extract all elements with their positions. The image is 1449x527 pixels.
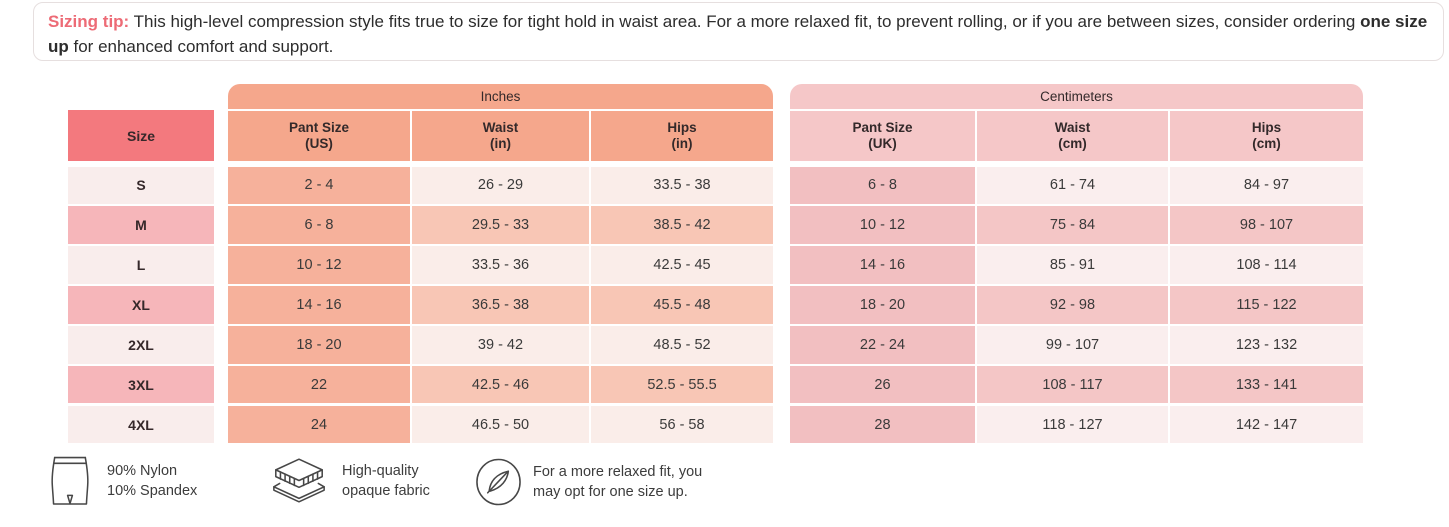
table-cell: 38.5 - 42 [591, 206, 773, 244]
fabric-icon [273, 458, 325, 503]
feature-line: 90% Nylon [107, 463, 178, 479]
sizing-tip-text-end: for enhanced comfort and support. [68, 37, 334, 56]
sizing-tip-box: Sizing tip: This high-level compression … [33, 2, 1444, 61]
col-header-unit: (US) [305, 136, 333, 151]
table-cell: 29.5 - 33 [412, 206, 589, 244]
size-column: Size S M L XL 2XL 3XL 4XL [68, 110, 214, 444]
table-cell: 18 - 20 [790, 286, 975, 324]
table-cell: 10 - 12 [228, 246, 410, 284]
size-column-header: Size [68, 110, 214, 161]
feature-material: 90% Nylon 10% Spandex [48, 455, 197, 507]
col-header-label: Pant Size [288, 120, 350, 135]
col-header-unit: (cm) [1058, 136, 1087, 151]
size-label-l: L [68, 246, 214, 284]
table-cell: 39 - 42 [412, 326, 589, 364]
table-cell: 56 - 58 [591, 405, 773, 444]
sizing-tip-text: This high-level compression style fits t… [129, 12, 1361, 31]
cm-col-header-hips: Hips (cm) [1170, 111, 1363, 161]
table-cell: 6 - 8 [790, 166, 975, 204]
inches-table-body: 2 - 4 26 - 29 33.5 - 38 6 - 8 29.5 - 33 38.5 … [228, 166, 773, 444]
table-cell: 118 - 127 [977, 405, 1168, 444]
centimeters-column-headers: Pant Size (UK) Waist (cm) Hips (cm) [790, 111, 1363, 161]
table-cell: 33.5 - 38 [591, 166, 773, 204]
table-cell: 99 - 107 [977, 326, 1168, 364]
table-cell: 133 - 141 [1170, 365, 1363, 404]
size-label-m: M [68, 206, 214, 244]
size-label-s: S [68, 166, 214, 204]
table-cell: 45.5 - 48 [591, 286, 773, 324]
sizing-tip-emphasis: one size up [48, 12, 1428, 56]
feature-line: High-quality [342, 462, 419, 479]
shorts-icon [51, 456, 89, 505]
cm-col-header-waist: Waist (cm) [977, 111, 1168, 161]
inches-table-title: Inches [228, 84, 773, 109]
cm-col-header-pant-size: Pant Size (UK) [790, 111, 975, 161]
table-cell: 2 - 4 [228, 166, 410, 204]
table-cell: 48.5 - 52 [591, 326, 773, 364]
col-header-unit: (UK) [868, 136, 897, 151]
table-cell: 92 - 98 [977, 286, 1168, 324]
table-cell: 14 - 16 [228, 286, 410, 324]
centimeters-table: Centimeters Pant Size (UK) Waist (cm) Hi… [790, 84, 1363, 444]
feature-fit: For a more relaxed fit, you may opt for … [475, 458, 702, 506]
feature-material-text: 90% Nylon 10% Spandex [107, 461, 197, 501]
inches-col-header-pant-size: Pant Size (US) [228, 111, 410, 161]
feature-line: may opt for one size up. [533, 484, 688, 500]
col-header-label: Hips [1251, 120, 1282, 135]
table-cell: 42.5 - 46 [412, 365, 589, 404]
table-cell: 24 [228, 405, 410, 444]
table-cell: 115 - 122 [1170, 286, 1363, 324]
feature-line: For a more relaxed fit, you [533, 464, 703, 480]
feature-fabric-text: High-quality opaque fabric [342, 461, 430, 501]
table-cell: 33.5 - 36 [412, 246, 589, 284]
col-header-unit: (in) [490, 136, 511, 151]
feature-line: 10% Spandex [107, 483, 198, 499]
table-cell: 61 - 74 [977, 166, 1168, 204]
table-cell: 98 - 107 [1170, 206, 1363, 244]
table-cell: 22 - 24 [790, 326, 975, 364]
feather-icon [476, 458, 521, 506]
table-cell: 46.5 - 50 [412, 405, 589, 444]
table-cell: 84 - 97 [1170, 166, 1363, 204]
col-header-label: Waist [1054, 120, 1091, 135]
table-cell: 123 - 132 [1170, 326, 1363, 364]
col-header-label: Waist [482, 120, 519, 135]
table-cell: 10 - 12 [790, 206, 975, 244]
feature-fit-text: For a more relaxed fit, you may opt for … [533, 462, 702, 502]
centimeters-table-title: Centimeters [790, 84, 1363, 109]
table-cell: 14 - 16 [790, 246, 975, 284]
col-header-unit: (cm) [1252, 136, 1281, 151]
size-label-3xl: 3XL [68, 365, 214, 404]
centimeters-table-body: 6 - 8 61 - 74 84 - 97 10 - 12 75 - 84 98 - 10… [790, 166, 1363, 444]
table-cell: 52.5 - 55.5 [591, 365, 773, 404]
inches-col-header-waist: Waist (in) [412, 111, 589, 161]
inches-table: Inches Pant Size (US) Waist (in) Hips (i… [228, 84, 773, 444]
inches-col-header-hips: Hips (in) [591, 111, 773, 161]
table-cell: 85 - 91 [977, 246, 1168, 284]
size-rows: S M L XL 2XL 3XL 4XL [68, 166, 214, 444]
table-cell: 75 - 84 [977, 206, 1168, 244]
table-cell: 22 [228, 365, 410, 404]
inches-column-headers: Pant Size (US) Waist (in) Hips (in) [228, 111, 773, 161]
table-cell: 108 - 114 [1170, 246, 1363, 284]
col-header-label: Hips [667, 120, 697, 135]
feature-fabric: High-quality opaque fabric [270, 458, 430, 503]
size-label-2xl: 2XL [68, 326, 214, 364]
col-header-label: Pant Size [852, 120, 913, 135]
size-label-4xl: 4XL [68, 405, 214, 444]
col-header-unit: (in) [671, 136, 693, 151]
table-cell: 18 - 20 [228, 326, 410, 364]
table-cell: 42.5 - 45 [591, 246, 773, 284]
table-cell: 142 - 147 [1170, 405, 1363, 444]
sizing-tip-label: Sizing tip: [48, 12, 130, 31]
table-cell: 26 - 29 [412, 166, 589, 204]
feature-line: opaque fabric [342, 482, 430, 499]
table-cell: 28 [790, 405, 975, 444]
table-cell: 6 - 8 [228, 206, 410, 244]
table-cell: 26 [790, 365, 975, 404]
table-cell: 108 - 117 [977, 365, 1168, 404]
size-label-xl: XL [68, 286, 214, 324]
table-cell: 36.5 - 38 [412, 286, 589, 324]
